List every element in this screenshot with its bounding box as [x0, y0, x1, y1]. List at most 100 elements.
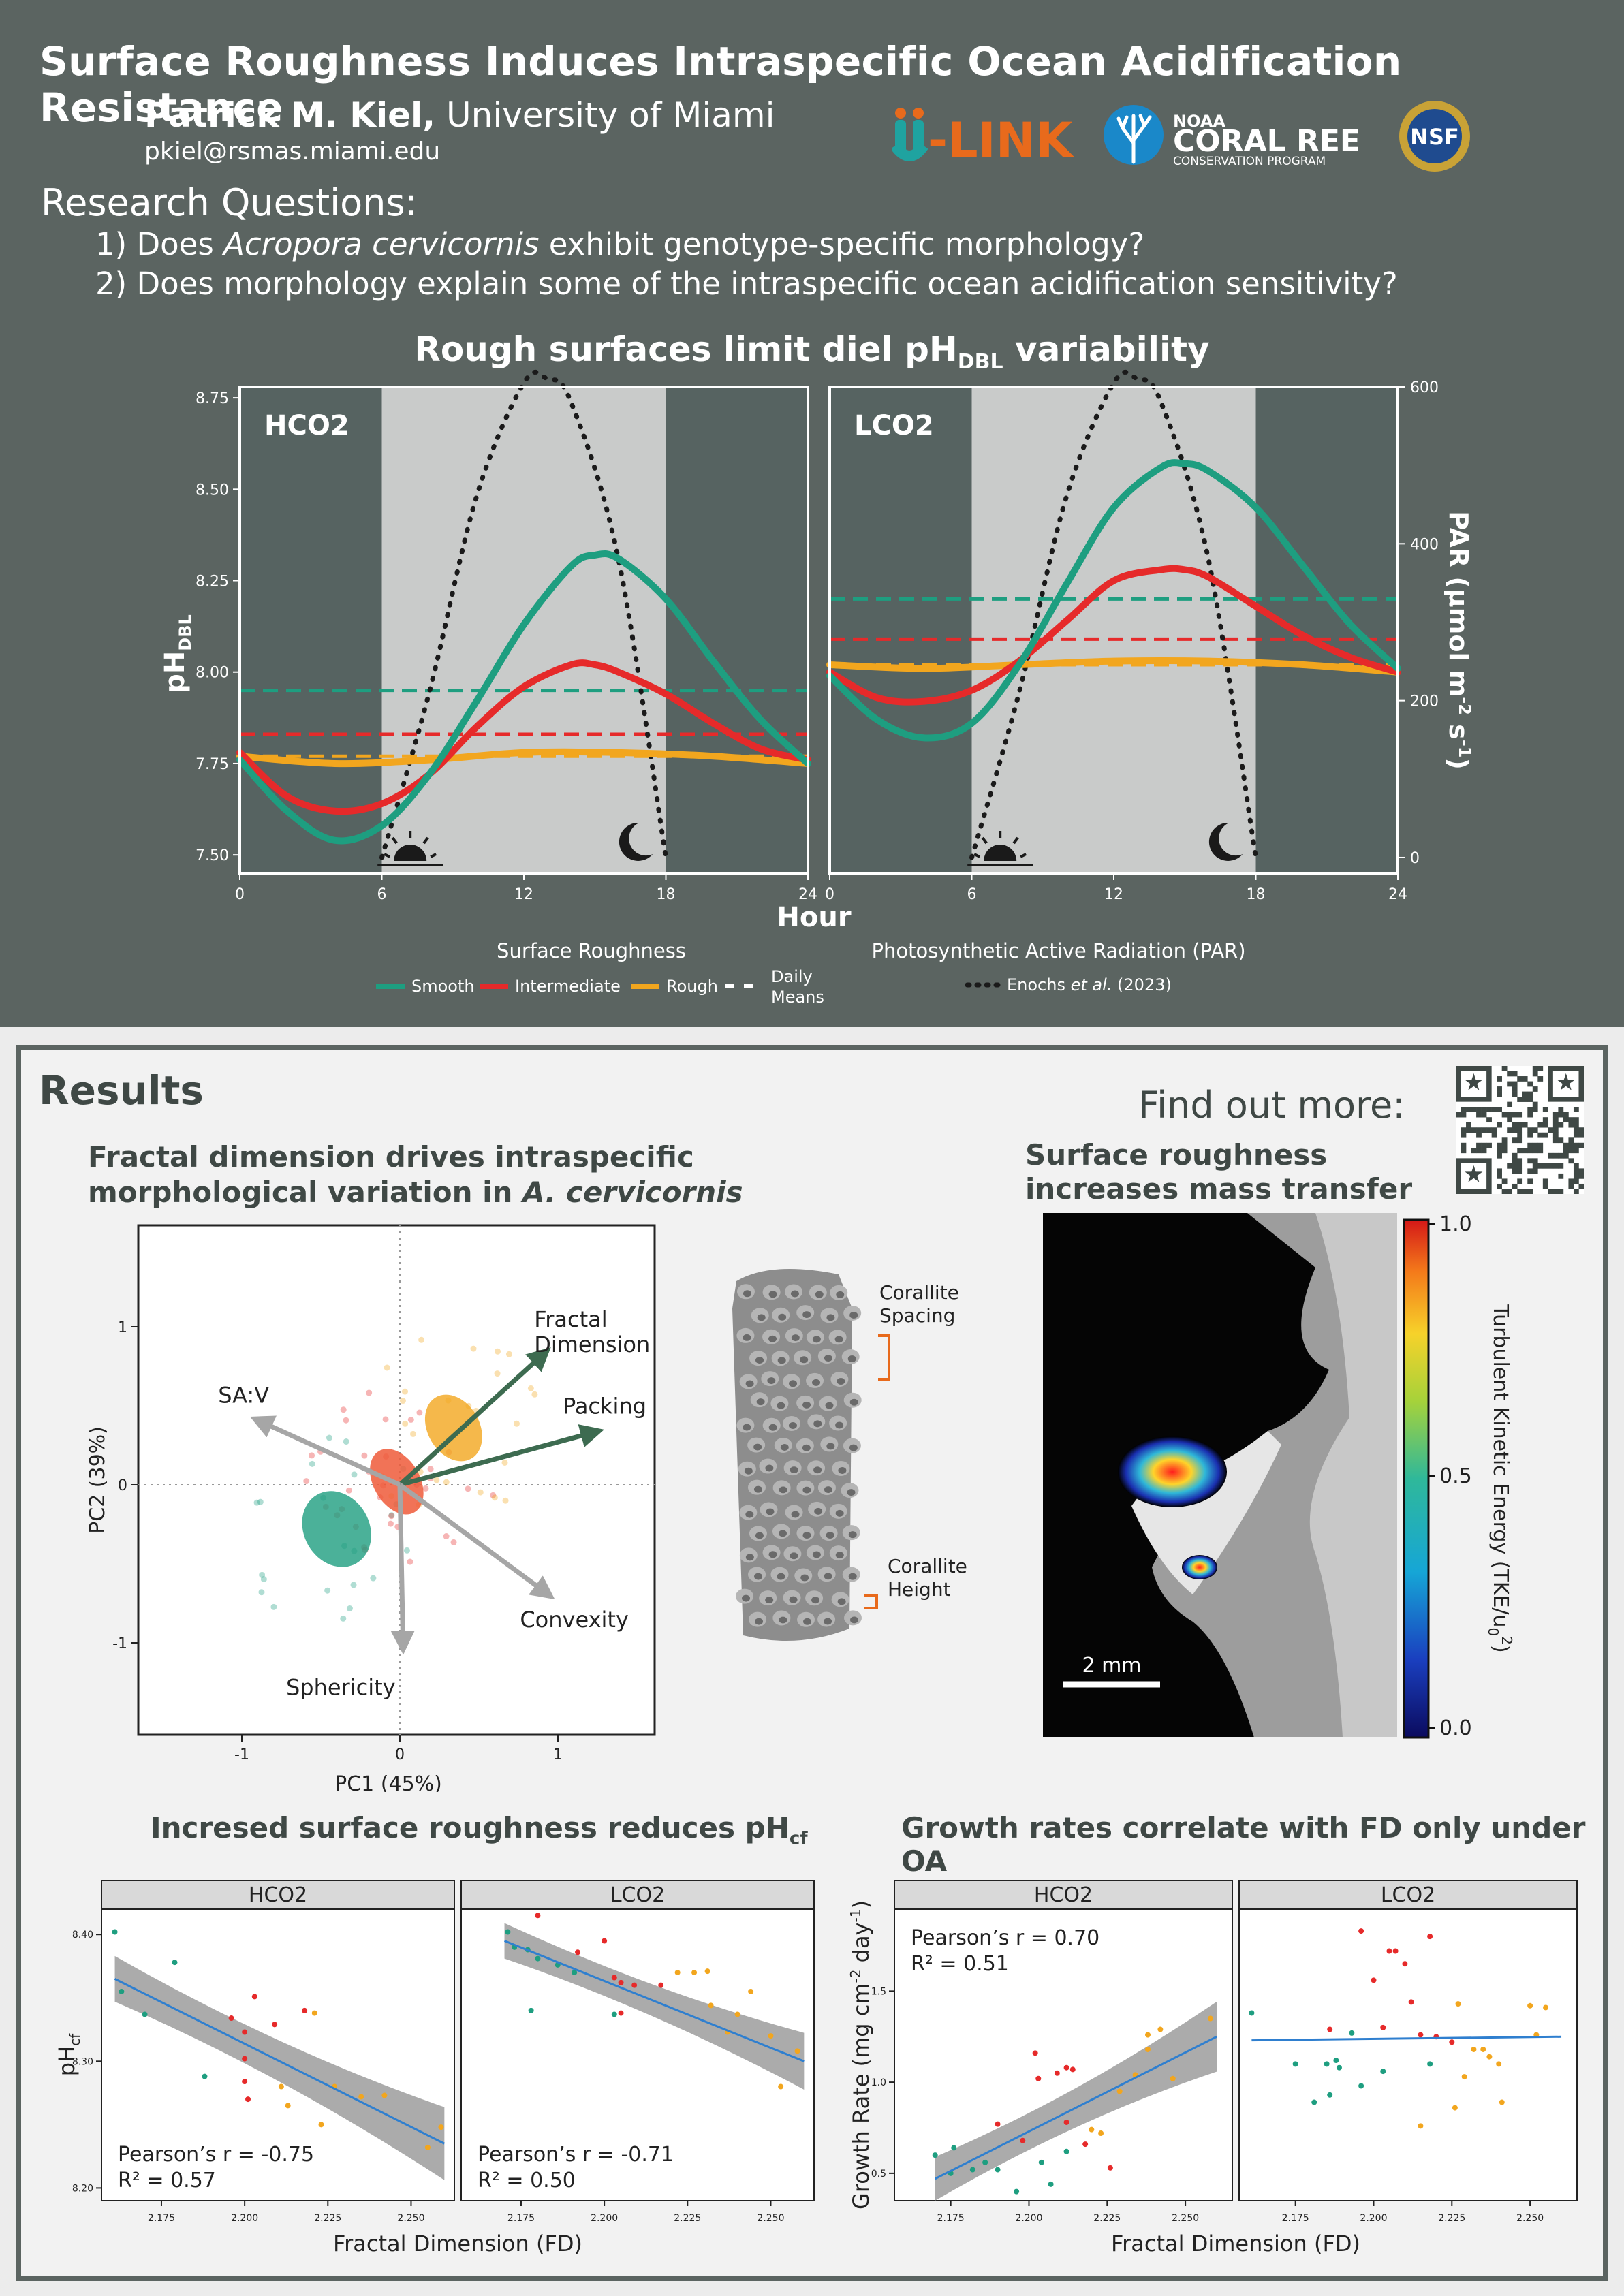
data-point: [1496, 2061, 1502, 2067]
qr-module: [1501, 1112, 1508, 1118]
data-point: [1054, 2070, 1060, 2076]
qr-module: [1512, 1158, 1518, 1164]
data-point: [1020, 2137, 1026, 2143]
pca-point: [345, 1487, 352, 1494]
pca-point: [502, 1497, 509, 1504]
pca-ellipse-smooth: [302, 1491, 371, 1567]
qr-module: [1552, 1127, 1559, 1133]
x-tick-label: 6: [377, 886, 387, 903]
results-heading: Results: [39, 1067, 204, 1114]
x-tick-label: 24: [1388, 886, 1407, 903]
r-squared: R² = 0.50: [478, 2169, 576, 2192]
qr-module: [1476, 1127, 1482, 1133]
corallite-pit: [802, 1444, 811, 1451]
y2-tick-label: 200: [1410, 693, 1439, 710]
qr-module: [1532, 1066, 1538, 1071]
data-point: [691, 1970, 698, 1976]
pca-point: [407, 1558, 413, 1565]
pca-point: [407, 1416, 414, 1423]
qr-module: [1461, 1148, 1467, 1154]
corallite-pit: [778, 1530, 787, 1537]
growth-ylabel-mid: day: [848, 1923, 874, 1970]
coral-polyp: [1131, 1431, 1281, 1594]
corallite-pit: [765, 1597, 774, 1604]
noaa-coral-logo: NOAA CORAL REEF CONSERVATION PROGRAM: [1104, 105, 1361, 168]
pca-point: [257, 1498, 264, 1505]
qr-module: [1573, 1178, 1579, 1184]
qr-module: [1491, 1132, 1497, 1138]
fit-line: [503, 1940, 805, 2062]
pca-point: [450, 1539, 457, 1545]
data-point: [1014, 2188, 1020, 2195]
pca-point: [366, 1389, 373, 1396]
diel-ylabel-sub: DBL: [176, 614, 195, 651]
qr-module: [1548, 1127, 1554, 1133]
qr-code[interactable]: ★ ★ ★: [1456, 1066, 1584, 1194]
data-point: [1107, 2165, 1113, 2171]
moon-icon: [1208, 822, 1243, 861]
coral-body: [732, 1269, 852, 1641]
corallite-pit: [812, 1551, 821, 1558]
pca-point: [501, 1459, 508, 1466]
data-point: [575, 1949, 581, 1955]
data-point: [631, 1982, 638, 1988]
qr-module: [1537, 1148, 1544, 1154]
corallite-pit: [756, 1398, 765, 1406]
noaa-line2: CORAL REEF: [1173, 124, 1361, 159]
qr-module: [1497, 1152, 1502, 1159]
data-point: [1418, 2123, 1424, 2129]
qr-module: [1497, 1122, 1502, 1128]
corallite-pit: [824, 1573, 832, 1580]
data-point: [505, 1929, 511, 1935]
qr-module: [1552, 1137, 1559, 1144]
legend-daily-means-2: Means: [771, 988, 824, 1007]
corallite-pit: [837, 1598, 846, 1605]
qr-module: [1517, 1112, 1523, 1118]
corallite-pit: [754, 1573, 763, 1580]
data-point: [528, 2007, 534, 2013]
corallite-pit: [745, 1554, 754, 1561]
qr-module: [1517, 1168, 1523, 1174]
moon-icon: [619, 822, 653, 861]
corallite-pit: [837, 1377, 845, 1385]
data-point: [1471, 2046, 1477, 2052]
y-tick-label: 8.20: [72, 2183, 93, 2194]
data-point: [1048, 2181, 1054, 2187]
growth-title: Growth rates correlate with FD only unde…: [901, 1811, 1586, 1878]
qr-finder-inner: [1461, 1071, 1487, 1097]
pca-vector-fractal: [398, 1347, 551, 1487]
sun-ray: [981, 836, 988, 845]
y2-end: ): [1443, 757, 1473, 769]
qr-module: [1501, 1189, 1508, 1194]
vector-label-sphericity: Sphericity: [286, 1675, 396, 1701]
y-tick-label: 7.75: [196, 756, 229, 773]
data-point: [1063, 2119, 1069, 2125]
y2-tick-label: 600: [1410, 379, 1439, 396]
colorbar: [1403, 1218, 1430, 1739]
qr-module: [1486, 1142, 1492, 1148]
qr-module: [1578, 1127, 1584, 1133]
data-point: [1145, 2032, 1151, 2038]
qr-module: [1512, 1112, 1518, 1118]
corallite-pit: [790, 1290, 799, 1298]
legend-enochs-post: (2023): [1112, 975, 1171, 994]
qr-module: [1486, 1127, 1492, 1133]
qr-module: [1552, 1189, 1559, 1194]
r-squared: R² = 0.57: [118, 2169, 216, 2192]
corallite-pit: [802, 1486, 811, 1494]
corallite-pit: [800, 1574, 809, 1582]
y2-tick-label: 400: [1410, 536, 1439, 553]
x-tick-label: 18: [1247, 886, 1266, 903]
corallite-pit: [777, 1573, 785, 1580]
data-point: [1527, 2002, 1533, 2009]
qr-module: [1532, 1148, 1538, 1154]
corallite-pit: [755, 1357, 764, 1364]
data-point: [1358, 2083, 1364, 2089]
series-smooth: [236, 550, 811, 845]
pca-title-line2: morphological variation in A. cervicorni…: [88, 1175, 743, 1210]
ulink-logo-text: -LINK: [928, 112, 1074, 166]
qr-module: [1532, 1158, 1538, 1164]
qr-module: [1532, 1142, 1538, 1148]
corallite-pit: [847, 1355, 856, 1363]
data-point: [951, 2145, 957, 2151]
